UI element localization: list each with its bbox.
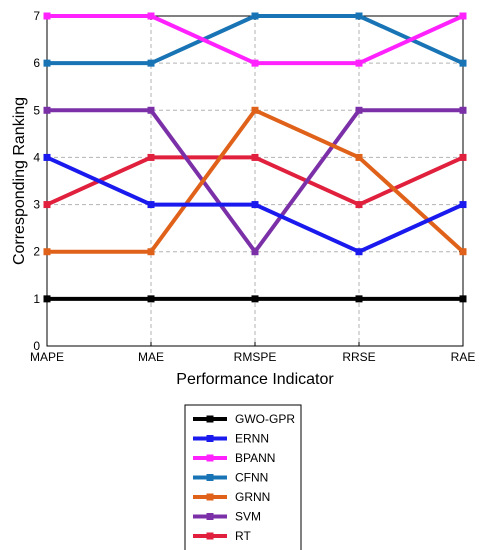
data-point-bpann: [251, 59, 259, 67]
series-svm: [43, 106, 467, 256]
data-point-rt: [459, 153, 467, 161]
y-tick-label: 5: [33, 103, 40, 117]
legend-marker: [206, 415, 214, 423]
series-cfnn: [43, 12, 467, 67]
x-tick-label: RMSPE: [234, 350, 277, 364]
legend-marker: [206, 435, 214, 442]
legend: GWO-GPR ERNN BPANN CFNN GRNN SVM RT: [184, 404, 302, 550]
y-tick-label: 7: [33, 9, 40, 23]
data-point-bpann: [43, 12, 51, 20]
data-point-bpann: [355, 59, 363, 67]
x-axis-ticks: MAPE MAE RMSPE RRSE RAE: [30, 16, 475, 364]
y-tick-label: 1: [33, 292, 40, 306]
legend-entry-ernn: ERNN: [193, 432, 269, 446]
data-point-ernn: [43, 153, 51, 161]
legend-label: ERNN: [235, 432, 269, 446]
y-axis-title: Corresponding Ranking: [11, 97, 28, 265]
legend-label: CFNN: [235, 471, 268, 485]
x-axis-title: Performance Indicator: [176, 371, 334, 388]
data-point-svm: [459, 106, 467, 114]
series-bpann: [43, 12, 467, 67]
x-tick-label: RRSE: [342, 350, 375, 364]
x-tick-label: RAE: [451, 350, 476, 364]
legend-label: BPANN: [235, 451, 275, 465]
data-point-cfnn: [459, 59, 467, 67]
legend-entry-rt: RT: [193, 529, 251, 543]
legend-entry-svm: SVM: [193, 510, 261, 524]
series-lines: [43, 12, 467, 303]
data-point-cfnn: [147, 59, 155, 67]
y-tick-label: 4: [33, 150, 40, 164]
y-tick-label: 2: [33, 245, 40, 259]
legend-marker: [206, 454, 214, 462]
y-tick-label: 0: [33, 339, 40, 353]
data-point-cfnn: [355, 12, 363, 20]
data-point-bpann: [147, 12, 155, 20]
data-point-ernn: [355, 248, 363, 256]
data-point-gwo-gpr: [251, 295, 259, 303]
data-point-grnn: [251, 106, 259, 114]
data-point-ernn: [251, 201, 259, 209]
legend-marker: [206, 532, 214, 540]
data-point-gwo-gpr: [43, 295, 51, 303]
series-grnn: [43, 106, 467, 256]
data-point-ernn: [147, 201, 155, 209]
legend-label: RT: [235, 529, 251, 543]
data-point-rt: [355, 201, 363, 209]
legend-entry-bpann: BPANN: [193, 451, 275, 465]
data-point-gwo-gpr: [459, 295, 467, 303]
data-point-rt: [251, 153, 259, 161]
legend-entry-gwo-gpr: GWO-GPR: [193, 412, 295, 426]
data-point-rt: [147, 153, 155, 161]
legend-label: GRNN: [235, 490, 270, 504]
data-point-gwo-gpr: [355, 295, 363, 303]
data-point-svm: [251, 248, 259, 256]
x-tick-label: MAE: [138, 350, 164, 364]
data-point-svm: [147, 106, 155, 114]
data-point-cfnn: [251, 12, 259, 20]
legend-label: SVM: [235, 510, 261, 524]
data-point-svm: [43, 106, 51, 114]
series-gwo-gpr: [43, 295, 467, 303]
data-point-rt: [43, 201, 51, 209]
legend-marker: [206, 513, 214, 520]
data-point-cfnn: [43, 59, 51, 67]
data-point-bpann: [459, 12, 467, 20]
series-ernn: [43, 153, 467, 256]
legend-label: GWO-GPR: [235, 412, 295, 426]
y-tick-label: 3: [33, 198, 40, 212]
y-tick-label: 6: [33, 56, 40, 70]
data-point-svm: [355, 106, 363, 114]
data-point-grnn: [43, 248, 51, 256]
x-tick-label: MAPE: [30, 350, 64, 364]
data-point-ernn: [459, 201, 467, 209]
legend-marker: [206, 474, 214, 481]
legend-entry-grnn: GRNN: [193, 490, 270, 504]
data-point-grnn: [459, 248, 467, 256]
data-point-gwo-gpr: [147, 295, 155, 303]
legend-marker: [206, 493, 214, 501]
legend-entry-cfnn: CFNN: [193, 471, 268, 485]
data-point-grnn: [147, 248, 155, 256]
data-point-grnn: [355, 153, 363, 161]
